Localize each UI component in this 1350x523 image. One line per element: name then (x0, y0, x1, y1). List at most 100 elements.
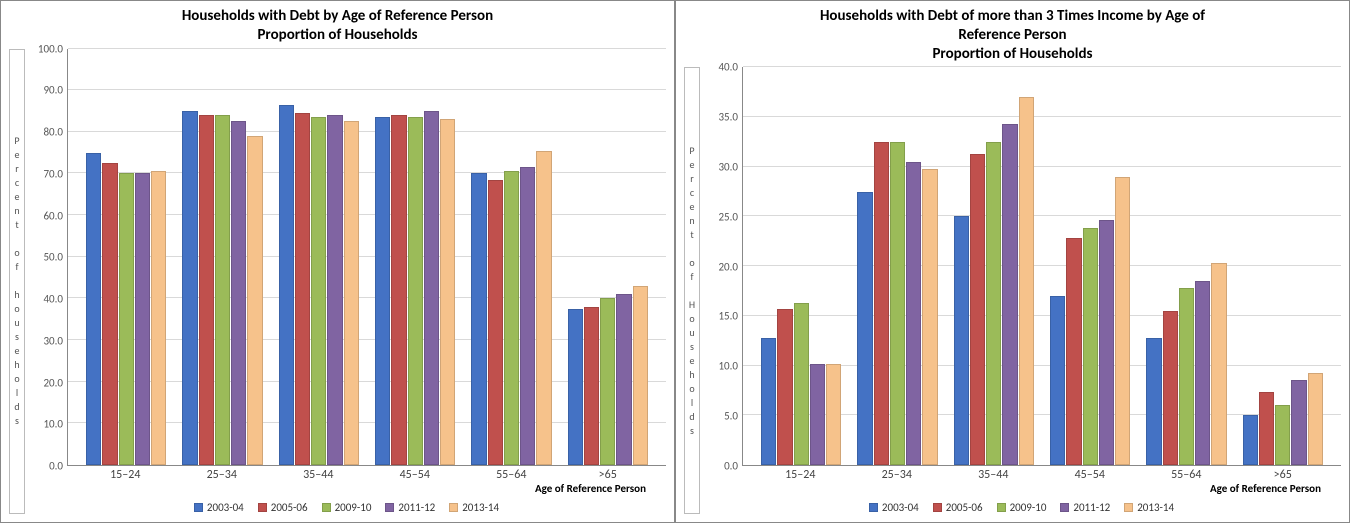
bar (424, 111, 439, 465)
chart-panel-right: Households with Debt of more than 3 Time… (675, 0, 1350, 523)
chart-body: Percent of Households 0.05.010.015.020.0… (684, 67, 1341, 514)
bar-group (849, 67, 945, 465)
chart-body: Percent of households 0.010.020.030.040.… (9, 49, 666, 515)
bar (616, 294, 631, 465)
bar (440, 119, 455, 465)
x-axis-title: Age of Reference Person (535, 482, 646, 495)
bar (327, 115, 342, 465)
y-axis-label: Percent of Households (684, 67, 700, 514)
legend-swatch (997, 503, 1006, 512)
legend-swatch (449, 503, 458, 512)
bar (777, 309, 792, 465)
bar (922, 169, 937, 465)
x-tick-label: >65 (1235, 468, 1332, 482)
legend-label: 2003-04 (207, 501, 244, 514)
y-tick: 0.0 (724, 460, 738, 473)
bar (1002, 124, 1017, 465)
bar (408, 117, 423, 465)
bar-group (946, 67, 1042, 465)
bar (857, 192, 872, 465)
bar (199, 115, 214, 465)
bar (504, 171, 519, 465)
legend-swatch (1060, 503, 1069, 512)
y-tick-column: 0.010.020.030.040.050.060.070.080.090.01… (27, 49, 67, 467)
y-tick: 10.0 (43, 418, 63, 431)
legend-swatch (194, 503, 203, 512)
bar-group (463, 49, 559, 466)
legend-item: 2005-06 (933, 501, 983, 514)
x-axis-labels: 15–2425–3435–4445–5455–64>65 (67, 466, 666, 482)
legend-item: 2009-10 (997, 501, 1047, 514)
bar (471, 173, 486, 465)
bar (954, 216, 969, 465)
bar (1308, 373, 1323, 465)
bar (1115, 177, 1130, 465)
legend-item: 2013-14 (449, 501, 499, 514)
bar (826, 364, 841, 465)
legend-label: 2009-10 (335, 501, 372, 514)
bar-group (78, 49, 174, 466)
bar (1243, 415, 1258, 465)
legend-label: 2011-12 (1073, 501, 1110, 514)
bar (119, 173, 134, 465)
plot-row: 0.05.010.015.020.025.030.035.040.0 (702, 67, 1341, 466)
bar-groups (743, 67, 1341, 465)
x-tick-label: 15–24 (752, 468, 849, 482)
bar (1019, 97, 1034, 465)
bar (135, 173, 150, 465)
y-tick: 20.0 (43, 376, 63, 389)
legend-swatch (385, 503, 394, 512)
plot-row: 0.010.020.030.040.050.060.070.080.090.01… (27, 49, 666, 467)
bar (247, 136, 262, 465)
y-tick-column: 0.05.010.015.020.025.030.035.040.0 (702, 67, 742, 466)
bar (1066, 238, 1081, 465)
bar-group (1138, 67, 1234, 465)
y-tick: 5.0 (724, 410, 738, 423)
bar (1291, 380, 1306, 465)
bar (86, 153, 101, 465)
chart-title: Households with Debt by Age of Reference… (9, 7, 666, 45)
x-tick-label: 35–44 (945, 468, 1042, 482)
legend-item: 2003-04 (869, 501, 919, 514)
bar (794, 303, 809, 465)
y-tick: 0.0 (49, 460, 63, 473)
y-tick: 25.0 (718, 210, 738, 223)
plot-wrap: 0.05.010.015.020.025.030.035.040.0 15–24… (702, 67, 1341, 514)
bar-group (753, 67, 849, 465)
x-axis-title: Age of Reference Person (1210, 482, 1321, 495)
y-tick: 30.0 (718, 160, 738, 173)
bar-group (271, 49, 367, 466)
x-axis-row: 15–2425–3435–4445–5455–64>65 (27, 466, 666, 482)
y-tick: 15.0 (718, 310, 738, 323)
x-axis-title-row: Age of Reference Person (27, 482, 666, 495)
bar (375, 117, 390, 465)
y-axis-label: Percent of households (9, 49, 25, 515)
chart-title: Households with Debt of more than 3 Time… (684, 7, 1341, 63)
bar (279, 105, 294, 465)
legend-label: 2009-10 (1010, 501, 1047, 514)
y-tick: 100.0 (38, 42, 63, 55)
bar-group (174, 49, 270, 466)
bar (810, 364, 825, 465)
legend-swatch (322, 503, 331, 512)
bar (600, 298, 615, 465)
bar-group (1235, 67, 1331, 465)
bar-group (1042, 67, 1138, 465)
bar (1259, 392, 1274, 465)
bar (1179, 288, 1194, 465)
legend-swatch (869, 503, 878, 512)
bar (970, 154, 985, 465)
bar (1195, 281, 1210, 465)
x-tick-label: >65 (560, 468, 657, 482)
bar (890, 142, 905, 465)
legend-label: 2005-06 (946, 501, 983, 514)
bar (1163, 311, 1178, 465)
plot-wrap: 0.010.020.030.040.050.060.070.080.090.01… (27, 49, 666, 515)
x-tick-label: 25–34 (174, 468, 271, 482)
bar-group (560, 49, 656, 466)
bar (874, 142, 889, 465)
x-tick-label: 25–34 (849, 468, 946, 482)
y-tick: 40.0 (43, 293, 63, 306)
bar (568, 309, 583, 465)
y-tick: 20.0 (718, 260, 738, 273)
